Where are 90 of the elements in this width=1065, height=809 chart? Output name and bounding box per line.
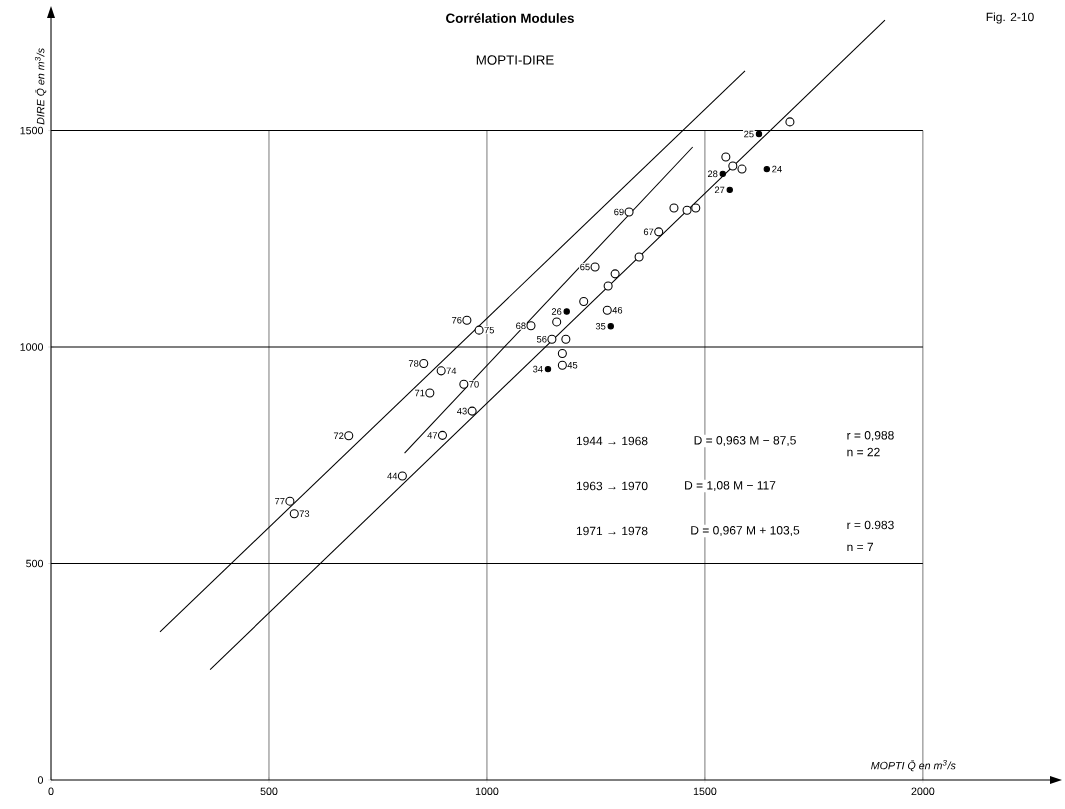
point [624, 207, 634, 217]
annotation: 73 [299, 510, 310, 518]
point [397, 471, 407, 481]
point [462, 315, 472, 325]
annotation: Fig. 2-10 [986, 12, 1034, 24]
point [755, 130, 763, 138]
point [436, 366, 446, 376]
point [563, 308, 570, 315]
point [344, 431, 354, 441]
annotation: 24 [772, 165, 782, 173]
point [726, 186, 733, 194]
point [669, 203, 679, 213]
point [610, 269, 620, 279]
point [607, 323, 614, 330]
annotation: 71 [415, 389, 425, 397]
point [719, 170, 726, 178]
annotation: 72 [333, 432, 344, 440]
annotation: 67 [643, 228, 654, 236]
text: MOPTI-DIRE [476, 55, 554, 65]
point [728, 161, 738, 171]
point [474, 325, 484, 335]
x-tick-label: 500 [260, 787, 278, 796]
annotation: 44 [387, 472, 398, 480]
annotation: 1971 → 1978 [576, 526, 648, 536]
annotation: 34 [533, 365, 543, 373]
annotation: 76 [452, 316, 462, 324]
point [552, 317, 562, 327]
annotation: 56 [536, 335, 547, 343]
y-axis-title: DIRE Q̄ en m$^{3}$/s [34, 48, 47, 125]
x-tick-label: 1500 [693, 787, 717, 796]
y-tick-label: 500 [26, 559, 44, 568]
point [419, 358, 429, 369]
annotation: 25 [744, 130, 754, 138]
annotation: 74 [446, 367, 457, 375]
x-tick-label: 1000 [475, 787, 499, 796]
annotation: 27 [714, 186, 725, 194]
annotation: 46 [612, 306, 623, 314]
y-tick-label: 0 [37, 776, 44, 784]
annotation: 68 [516, 322, 526, 330]
annotation: 69 [614, 208, 624, 216]
x-axis-title: MOPTI Q̄ en m$^{3}$/s [871, 759, 956, 772]
annotation: 35 [595, 322, 606, 330]
point [547, 334, 557, 344]
annotation: D = 0,967 M + 103,5 [691, 526, 800, 536]
point [682, 205, 692, 215]
point [602, 305, 612, 315]
annotation: r = 0.983 [847, 520, 894, 530]
point [579, 297, 589, 307]
point [561, 334, 571, 344]
point [634, 252, 644, 262]
point [557, 360, 567, 370]
annotation: 28 [707, 170, 718, 178]
point [654, 227, 664, 237]
x-tick-label: 0 [48, 787, 54, 796]
annotation: 70 [469, 380, 479, 388]
point [544, 365, 552, 373]
annotation: n = 22 [847, 447, 880, 457]
point [557, 348, 567, 359]
annotation: D = 1,08 M − 117 [685, 481, 776, 491]
point [289, 509, 299, 519]
point [763, 165, 771, 173]
point [603, 281, 613, 291]
annotation: 77 [275, 497, 285, 505]
point [785, 117, 795, 127]
annotation: r = 0,988 [847, 431, 894, 441]
annotation: 65 [580, 263, 590, 271]
annotation: 45 [567, 361, 578, 369]
annotation: D = 0,963 M − 87,5 [694, 436, 796, 446]
point [425, 388, 435, 398]
point [691, 203, 701, 213]
y-tick-label: 1000 [20, 343, 44, 351]
point [721, 152, 731, 162]
point [285, 496, 295, 506]
point [526, 321, 536, 331]
point [437, 430, 448, 440]
chart-title: Corrélation Modules [446, 13, 574, 23]
point [737, 164, 747, 174]
annotation: 78 [408, 360, 419, 367]
annotation: 1963 → 1970 [576, 481, 648, 491]
annotation: 47 [427, 432, 438, 439]
y-tick-label: 1500 [20, 126, 44, 135]
annotation: 43 [457, 407, 467, 415]
annotation: 26 [551, 308, 562, 315]
point [459, 379, 469, 389]
point [467, 406, 477, 416]
point [590, 262, 600, 272]
annotation: n = 7 [847, 542, 874, 552]
annotation: 75 [484, 326, 495, 334]
annotation: 1944 → 1968 [576, 436, 648, 446]
x-tick-label: 2000 [911, 787, 935, 796]
